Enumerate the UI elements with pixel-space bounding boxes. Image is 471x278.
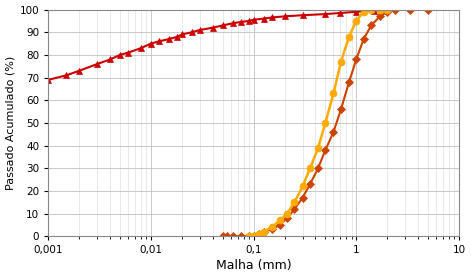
Terra (via humida) [166,37,172,41]
Mistura (via humida) [353,19,359,23]
Areia (via seca) [353,58,359,61]
Mistura (via humida) [246,235,252,238]
Mistura (via humida) [269,225,275,229]
Areia (via seca) [392,8,398,11]
Mistura (via humida) [377,8,383,11]
Mistura (via humida) [292,201,297,204]
Mistura (via humida) [323,121,328,125]
Areia (via seca) [261,230,267,234]
Terra (via humida) [300,14,305,17]
Areia (via seca) [224,235,230,238]
Terra (via humida) [174,35,180,38]
Terra (via humida) [189,31,195,34]
Line: Areia (via seca): Areia (via seca) [220,7,431,239]
Mistura (via humida) [315,146,321,150]
Areia (via seca) [251,235,256,238]
Areia (via seca) [407,8,413,11]
Terra (via humida) [46,78,51,81]
Mistura (via humida) [277,219,283,222]
Areia (via seca) [307,182,313,186]
Areia (via seca) [246,235,252,238]
Areia (via seca) [277,223,283,227]
Terra (via humida) [210,26,216,29]
Areia (via seca) [230,235,236,238]
Areia (via seca) [315,167,321,170]
Mistura (via humida) [284,212,290,215]
Areia (via seca) [425,8,431,11]
Terra (via humida) [117,53,123,56]
Terra (via humida) [338,11,343,15]
Areia (via seca) [256,232,261,236]
X-axis label: Malha (mm): Malha (mm) [216,259,292,272]
Terra (via humida) [197,28,203,32]
Mistura (via humida) [338,60,344,63]
Terra (via humida) [220,24,226,27]
Mistura (via humida) [346,35,352,38]
Areia (via seca) [220,235,226,238]
Mistura (via humida) [361,10,366,14]
Areia (via seca) [384,10,390,14]
Terra (via humida) [269,16,275,19]
Areia (via seca) [377,15,383,18]
Terra (via humida) [246,19,252,23]
Mistura (via humida) [368,8,374,11]
Terra (via humida) [64,74,69,77]
Mistura (via humida) [300,185,305,188]
Mistura (via humida) [251,235,256,238]
Mistura (via humida) [384,8,390,11]
Areia (via seca) [292,207,297,211]
Areia (via seca) [238,235,244,238]
Areia (via seca) [300,196,305,199]
Mistura (via humida) [307,167,313,170]
Areia (via seca) [323,148,328,152]
Mistura (via humida) [261,230,267,234]
Terra (via humida) [238,20,244,24]
Areia (via seca) [368,24,374,27]
Terra (via humida) [261,17,267,20]
Terra (via humida) [107,58,113,61]
Terra (via humida) [148,42,154,45]
Terra (via humida) [76,69,82,73]
Terra (via humida) [384,8,390,11]
Terra (via humida) [95,62,100,66]
Line: Terra (via humida): Terra (via humida) [45,6,390,83]
Areia (via seca) [331,130,336,134]
Terra (via humida) [251,18,256,21]
Terra (via humida) [353,10,359,14]
Areia (via seca) [284,217,290,220]
Mistura (via humida) [331,92,336,95]
Areia (via seca) [346,80,352,84]
Y-axis label: Passado Acumulado (%): Passado Acumulado (%) [6,56,16,190]
Terra (via humida) [125,51,131,54]
Terra (via humida) [282,15,287,18]
Terra (via humida) [230,21,236,25]
Terra (via humida) [179,33,185,36]
Terra (via humida) [323,13,328,16]
Terra (via humida) [138,46,144,50]
Areia (via seca) [338,108,344,111]
Areia (via seca) [269,228,275,231]
Mistura (via humida) [256,232,261,236]
Line: Mistura (via humida): Mistura (via humida) [245,6,390,240]
Terra (via humida) [372,9,377,12]
Terra (via humida) [156,40,162,43]
Areia (via seca) [361,37,366,41]
